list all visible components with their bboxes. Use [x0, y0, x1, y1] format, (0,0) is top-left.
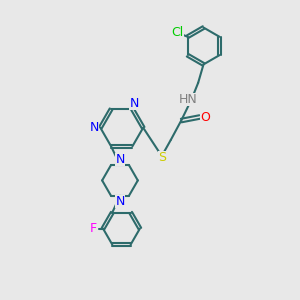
Text: N: N	[115, 195, 125, 208]
Text: N: N	[90, 121, 99, 134]
Text: N: N	[115, 153, 125, 166]
Text: HN: HN	[179, 93, 197, 106]
Text: O: O	[200, 110, 210, 124]
Text: Cl: Cl	[172, 26, 184, 39]
Text: S: S	[158, 151, 166, 164]
Text: F: F	[90, 222, 97, 235]
Text: N: N	[129, 97, 139, 110]
